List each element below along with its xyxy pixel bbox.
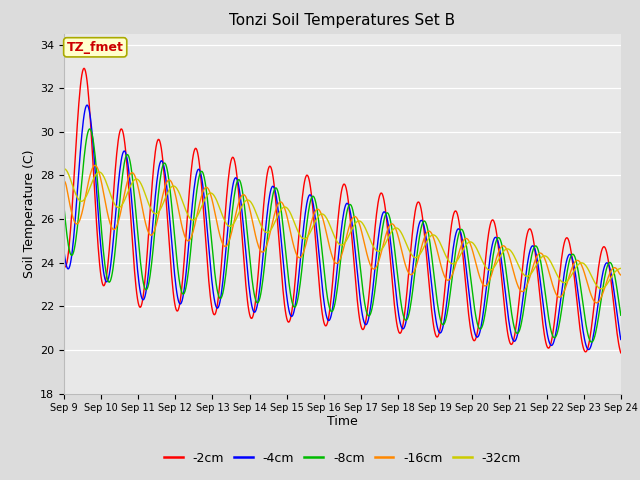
Text: TZ_fmet: TZ_fmet <box>67 41 124 54</box>
Y-axis label: Soil Temperature (C): Soil Temperature (C) <box>23 149 36 278</box>
X-axis label: Time: Time <box>327 415 358 428</box>
Title: Tonzi Soil Temperatures Set B: Tonzi Soil Temperatures Set B <box>229 13 456 28</box>
Legend: -2cm, -4cm, -8cm, -16cm, -32cm: -2cm, -4cm, -8cm, -16cm, -32cm <box>159 447 526 469</box>
